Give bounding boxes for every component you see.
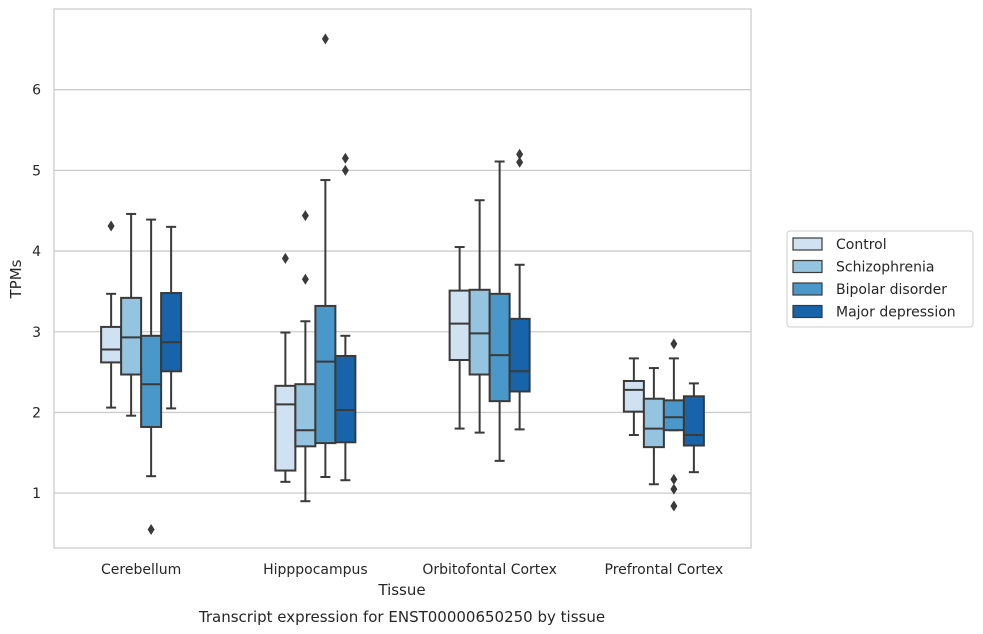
outlier-point [516,148,524,160]
box-4-4 [682,382,705,474]
outlier-point [301,210,309,222]
y-tick-label: 2 [32,405,41,421]
box-3-2 [468,199,491,434]
box-iqr [314,304,337,445]
box-1-1 [100,220,123,409]
outlier-point [301,273,309,285]
box-2-1 [274,252,297,483]
box-iqr [140,334,163,428]
box-iqr [294,383,317,448]
chart-caption: Transcript expression for ENST0000065025… [198,608,605,626]
x-tick-label: Cerebellum [101,562,181,578]
box-iqr [100,325,123,364]
outlier-point [147,523,155,535]
legend-frame [786,230,974,328]
box-1-3 [140,218,163,535]
legend-label: Control [836,237,887,253]
outlier-point [341,152,349,164]
legend-label: Major depression [836,305,956,321]
box-3-1 [448,246,471,430]
box-iqr [488,292,511,403]
legend-swatch [792,282,823,296]
box-iqr [508,317,531,393]
legend-swatch [792,237,823,251]
box-4-3 [662,338,685,512]
box-iqr [274,384,297,472]
box-iqr [468,288,491,376]
legend: Control Schizophrenia Bipolar disorder Majo… [786,230,974,328]
y-axis-label: TPMs [7,259,25,299]
outlier-point [107,220,115,232]
box-iqr [120,296,143,376]
box-iqr [682,395,705,447]
box-2-2 [294,210,317,503]
x-tick-label: Prefrontal Cortex [605,562,724,578]
box-4-1 [622,357,645,437]
x-axis-label: Tissue [377,581,425,599]
y-tick-label: 4 [32,244,41,260]
outlier-point [341,164,349,176]
x-axis-ticks: Cerebellum Hipppocampus Orbitofontal Corte… [101,562,723,578]
outlier-point [281,252,289,264]
box-iqr [334,354,357,444]
outlier-point [670,500,678,512]
x-tick-label: Orbitofontal Cortex [422,562,557,578]
y-tick-label: 1 [32,486,41,502]
x-tick-label: Hipppocampus [263,562,368,578]
box-2-4 [334,152,357,482]
box-iqr [160,292,183,373]
plot-area-frame [53,8,752,549]
box-1-2 [120,212,143,417]
y-axis-ticks: 1 2 3 4 5 6 [32,83,41,502]
legend-label: Schizophrenia [836,260,934,276]
box-iqr [642,397,665,449]
box-3-3 [488,160,511,462]
box-3-4 [508,148,531,431]
outlier-point [670,483,678,495]
legend-label: Bipolar disorder [836,282,947,298]
y-tick-label: 5 [32,163,41,179]
box-iqr [662,399,685,432]
outlier-point [516,156,524,168]
legend-swatch [792,259,823,274]
box-2-3 [314,33,337,478]
y-tick-label: 3 [32,325,41,341]
box-4-2 [642,367,665,486]
box-1-4 [160,225,183,410]
box-iqr [622,379,645,413]
outlier-point [321,33,329,45]
box-iqr [448,289,471,361]
legend-swatch [792,304,823,319]
y-tick-label: 6 [32,83,41,99]
outlier-point [670,338,678,350]
outlier-point [670,473,678,485]
box-groups [100,33,705,535]
